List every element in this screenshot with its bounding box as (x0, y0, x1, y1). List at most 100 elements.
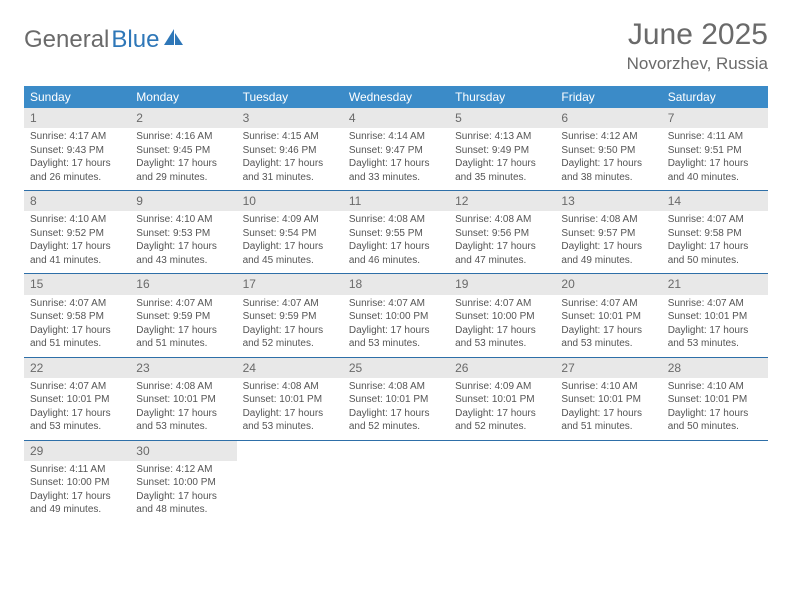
daylight-line: Daylight: 17 hours and 53 minutes. (243, 407, 337, 434)
daylight-line: Daylight: 17 hours and 35 minutes. (455, 157, 549, 184)
day-cell: 17Sunrise: 4:07 AMSunset: 9:59 PMDayligh… (237, 274, 343, 357)
sunset-line: Sunset: 9:46 PM (243, 144, 337, 158)
sunset-line: Sunset: 10:01 PM (243, 393, 337, 407)
daylight-line: Daylight: 17 hours and 50 minutes. (668, 407, 762, 434)
daylight-line: Daylight: 17 hours and 40 minutes. (668, 157, 762, 184)
week-row: 22Sunrise: 4:07 AMSunset: 10:01 PMDaylig… (24, 357, 768, 440)
sunset-line: Sunset: 10:00 PM (455, 310, 549, 324)
sunset-line: Sunset: 10:00 PM (136, 476, 230, 490)
daylight-line: Daylight: 17 hours and 53 minutes. (136, 407, 230, 434)
weekday-header: Wednesday (343, 86, 449, 108)
day-cell: 3Sunrise: 4:15 AMSunset: 9:46 PMDaylight… (237, 108, 343, 191)
location: Novorzhev, Russia (627, 54, 768, 74)
day-number: 3 (237, 108, 343, 128)
sunset-line: Sunset: 10:01 PM (136, 393, 230, 407)
daylight-line: Daylight: 17 hours and 38 minutes. (561, 157, 655, 184)
day-number: 20 (555, 274, 661, 294)
day-cell: 16Sunrise: 4:07 AMSunset: 9:59 PMDayligh… (130, 274, 236, 357)
day-number: 7 (662, 108, 768, 128)
sunset-line: Sunset: 9:58 PM (30, 310, 124, 324)
day-number: 19 (449, 274, 555, 294)
day-cell: 18Sunrise: 4:07 AMSunset: 10:00 PMDaylig… (343, 274, 449, 357)
day-body: Sunrise: 4:07 AMSunset: 9:58 PMDaylight:… (24, 295, 130, 357)
day-body: Sunrise: 4:09 AMSunset: 9:54 PMDaylight:… (237, 211, 343, 273)
day-number: 17 (237, 274, 343, 294)
sunrise-line: Sunrise: 4:07 AM (30, 380, 124, 394)
day-cell: 20Sunrise: 4:07 AMSunset: 10:01 PMDaylig… (555, 274, 661, 357)
day-number: 13 (555, 191, 661, 211)
sunset-line: Sunset: 9:53 PM (136, 227, 230, 241)
day-body: Sunrise: 4:08 AMSunset: 9:55 PMDaylight:… (343, 211, 449, 273)
month-title: June 2025 (627, 18, 768, 52)
title-block: June 2025 Novorzhev, Russia (627, 18, 768, 74)
day-number: 24 (237, 358, 343, 378)
weekday-header: Monday (130, 86, 236, 108)
sunset-line: Sunset: 10:01 PM (455, 393, 549, 407)
daylight-line: Daylight: 17 hours and 33 minutes. (349, 157, 443, 184)
daylight-line: Daylight: 17 hours and 49 minutes. (30, 490, 124, 517)
day-cell: 21Sunrise: 4:07 AMSunset: 10:01 PMDaylig… (662, 274, 768, 357)
day-body: Sunrise: 4:16 AMSunset: 9:45 PMDaylight:… (130, 128, 236, 190)
day-cell: 28Sunrise: 4:10 AMSunset: 10:01 PMDaylig… (662, 357, 768, 440)
sunset-line: Sunset: 9:43 PM (30, 144, 124, 158)
day-body: Sunrise: 4:08 AMSunset: 10:01 PMDaylight… (343, 378, 449, 440)
day-body: Sunrise: 4:07 AMSunset: 10:01 PMDaylight… (662, 295, 768, 357)
sunset-line: Sunset: 9:45 PM (136, 144, 230, 158)
day-cell: 10Sunrise: 4:09 AMSunset: 9:54 PMDayligh… (237, 191, 343, 274)
sunset-line: Sunset: 9:59 PM (243, 310, 337, 324)
day-number: 26 (449, 358, 555, 378)
day-cell: 11Sunrise: 4:08 AMSunset: 9:55 PMDayligh… (343, 191, 449, 274)
day-body: Sunrise: 4:09 AMSunset: 10:01 PMDaylight… (449, 378, 555, 440)
sunset-line: Sunset: 9:47 PM (349, 144, 443, 158)
day-number: 2 (130, 108, 236, 128)
weekday-header: Friday (555, 86, 661, 108)
day-body: Sunrise: 4:07 AMSunset: 10:01 PMDaylight… (555, 295, 661, 357)
day-number: 29 (24, 441, 130, 461)
day-number: 12 (449, 191, 555, 211)
sunrise-line: Sunrise: 4:09 AM (455, 380, 549, 394)
daylight-line: Daylight: 17 hours and 48 minutes. (136, 490, 230, 517)
sunrise-line: Sunrise: 4:10 AM (668, 380, 762, 394)
daylight-line: Daylight: 17 hours and 50 minutes. (668, 240, 762, 267)
day-cell: 14Sunrise: 4:07 AMSunset: 9:58 PMDayligh… (662, 191, 768, 274)
day-body: Sunrise: 4:08 AMSunset: 9:56 PMDaylight:… (449, 211, 555, 273)
empty-cell (449, 440, 555, 523)
sunrise-line: Sunrise: 4:14 AM (349, 130, 443, 144)
day-number: 5 (449, 108, 555, 128)
day-body: Sunrise: 4:08 AMSunset: 10:01 PMDaylight… (130, 378, 236, 440)
day-cell: 13Sunrise: 4:08 AMSunset: 9:57 PMDayligh… (555, 191, 661, 274)
day-cell: 2Sunrise: 4:16 AMSunset: 9:45 PMDaylight… (130, 108, 236, 191)
day-number: 25 (343, 358, 449, 378)
day-number: 30 (130, 441, 236, 461)
sunset-line: Sunset: 9:57 PM (561, 227, 655, 241)
day-cell: 19Sunrise: 4:07 AMSunset: 10:00 PMDaylig… (449, 274, 555, 357)
sunrise-line: Sunrise: 4:12 AM (136, 463, 230, 477)
day-number: 28 (662, 358, 768, 378)
day-number: 21 (662, 274, 768, 294)
day-number: 16 (130, 274, 236, 294)
sunset-line: Sunset: 10:01 PM (561, 310, 655, 324)
day-cell: 15Sunrise: 4:07 AMSunset: 9:58 PMDayligh… (24, 274, 130, 357)
day-body: Sunrise: 4:10 AMSunset: 10:01 PMDaylight… (662, 378, 768, 440)
weekday-header: Thursday (449, 86, 555, 108)
day-body: Sunrise: 4:10 AMSunset: 9:53 PMDaylight:… (130, 211, 236, 273)
logo-text-gray: General (24, 26, 109, 54)
sunrise-line: Sunrise: 4:07 AM (136, 297, 230, 311)
day-body: Sunrise: 4:14 AMSunset: 9:47 PMDaylight:… (343, 128, 449, 190)
day-number: 18 (343, 274, 449, 294)
week-row: 29Sunrise: 4:11 AMSunset: 10:00 PMDaylig… (24, 440, 768, 523)
sunrise-line: Sunrise: 4:09 AM (243, 213, 337, 227)
day-body: Sunrise: 4:08 AMSunset: 10:01 PMDaylight… (237, 378, 343, 440)
day-body: Sunrise: 4:07 AMSunset: 10:01 PMDaylight… (24, 378, 130, 440)
day-number: 15 (24, 274, 130, 294)
sunrise-line: Sunrise: 4:07 AM (561, 297, 655, 311)
sunrise-line: Sunrise: 4:08 AM (349, 380, 443, 394)
day-body: Sunrise: 4:07 AMSunset: 9:59 PMDaylight:… (130, 295, 236, 357)
day-number: 23 (130, 358, 236, 378)
sunset-line: Sunset: 9:55 PM (349, 227, 443, 241)
day-cell: 23Sunrise: 4:08 AMSunset: 10:01 PMDaylig… (130, 357, 236, 440)
weekday-header-row: SundayMondayTuesdayWednesdayThursdayFrid… (24, 86, 768, 108)
daylight-line: Daylight: 17 hours and 51 minutes. (30, 324, 124, 351)
day-body: Sunrise: 4:15 AMSunset: 9:46 PMDaylight:… (237, 128, 343, 190)
daylight-line: Daylight: 17 hours and 47 minutes. (455, 240, 549, 267)
